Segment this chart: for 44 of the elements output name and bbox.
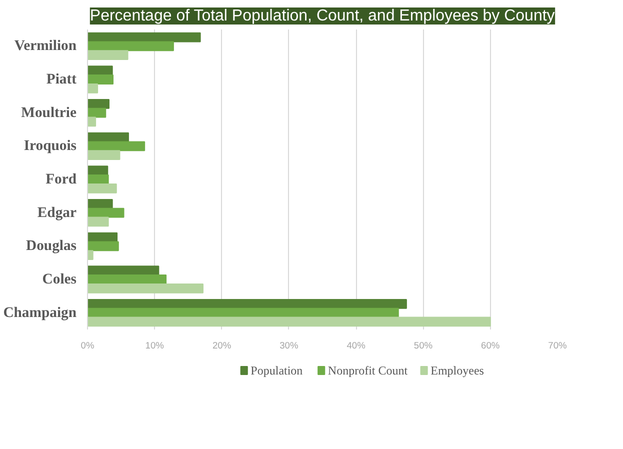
- bar: [88, 116, 96, 127]
- x-tick-label: 50%: [414, 340, 433, 350]
- legend-label: Employees: [430, 364, 484, 378]
- y-tick-label: Iroquois: [24, 138, 77, 154]
- bar: [88, 99, 110, 109]
- y-tick-label: Ford: [46, 172, 76, 188]
- x-tick-label: 10%: [145, 340, 164, 350]
- bar: [88, 66, 113, 76]
- x-tick-label: 30%: [280, 340, 298, 350]
- bar: [88, 216, 109, 227]
- bar: [88, 250, 94, 260]
- y-tick-label: Vermilion: [14, 38, 77, 54]
- y-tick-label: Douglas: [26, 238, 77, 254]
- bar: [88, 299, 407, 309]
- bar: [88, 241, 119, 252]
- bar: [88, 141, 146, 152]
- legend-label: Nonprofit Count: [328, 364, 408, 378]
- legend-label: Population: [250, 364, 303, 378]
- bar: [88, 208, 124, 218]
- bar: [88, 50, 128, 60]
- x-tick-label: 40%: [346, 340, 366, 350]
- chart-title: Percentage of Total Population, Count, and Employees by County: [90, 8, 555, 24]
- bar: [88, 266, 160, 276]
- bar: [88, 41, 174, 52]
- x-tick-label: 0%: [80, 340, 94, 350]
- x-tick-label: 20%: [212, 340, 232, 350]
- x-tick-label: 60%: [481, 340, 500, 350]
- y-tick-label: Edgar: [37, 204, 77, 221]
- bar: [88, 150, 120, 160]
- bar: [88, 199, 113, 209]
- bar: [88, 274, 167, 284]
- y-tick-label: Champaign: [3, 304, 77, 321]
- y-tick-label: Coles: [42, 272, 77, 288]
- y-tick-label: Piatt: [46, 72, 77, 88]
- bar: [88, 283, 204, 294]
- bar: [88, 83, 98, 94]
- bar: [88, 183, 117, 194]
- bar: [88, 308, 399, 318]
- bar: [88, 174, 109, 184]
- x-tick-label: 70%: [548, 340, 567, 350]
- bar: [88, 74, 114, 84]
- bar: [88, 108, 106, 118]
- bar: [88, 316, 491, 327]
- y-tick-label: Moultrie: [21, 104, 77, 121]
